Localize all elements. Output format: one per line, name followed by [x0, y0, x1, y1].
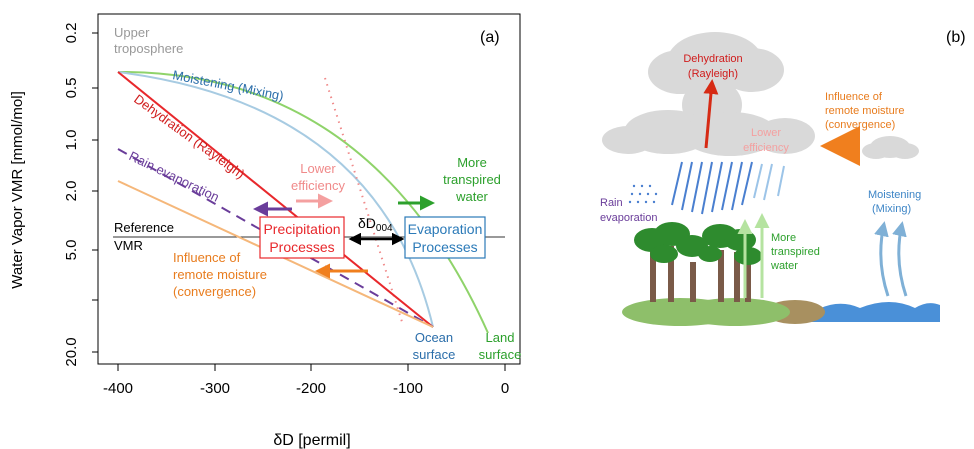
- reference-vmr-1: Reference: [114, 220, 174, 235]
- lower-efficiency-2: efficiency: [291, 178, 345, 193]
- x-axis-label: δD [permil]: [273, 432, 350, 449]
- reference-vmr-2: VMR: [114, 238, 143, 253]
- ground: [622, 298, 940, 326]
- remote-moisture-b-2: remote moisture: [825, 105, 904, 117]
- x-tick-label: -300: [200, 380, 230, 397]
- panel-a-label: (a): [480, 29, 500, 46]
- dehydration-arrow: [703, 79, 719, 149]
- remote-moisture-1: Influence of: [173, 250, 241, 265]
- y-tick-label: 0.2: [63, 23, 80, 44]
- delta-d004-label: δD004: [358, 215, 393, 234]
- y-tick-label: 2.0: [63, 181, 80, 202]
- upper-troposphere-1: Upper: [114, 25, 150, 40]
- x-tick-label: -400: [103, 380, 133, 397]
- series-moistening-curve: [117, 71, 434, 328]
- evaporation-label-2: Processes: [412, 239, 477, 255]
- panel-b-label: (b): [946, 29, 966, 46]
- x-axis: [117, 364, 506, 371]
- more-transpired-b-3: water: [770, 260, 798, 272]
- series-lower-efficiency: [324, 77, 404, 326]
- moistening-arrow-1: [874, 221, 890, 297]
- dehydration-b-2: (Rayleigh): [688, 68, 738, 80]
- dehydration-b-1: Dehydration: [683, 53, 742, 65]
- series-dehydration: [117, 71, 434, 328]
- x-tick-label: 0: [501, 380, 509, 397]
- ocean-surface-1: Ocean: [415, 330, 453, 345]
- rain-light: [753, 163, 785, 201]
- evaporation-box: [404, 216, 486, 259]
- panel-a: 0.2 0.5 1.0 2.0 5.0 20.0 -400 -300 -200 …: [9, 13, 522, 449]
- series-rain-evaporation: [117, 148, 434, 328]
- storm-cloud: [602, 32, 815, 156]
- rain-drops: [628, 184, 658, 204]
- moistening-arrow-2: [892, 221, 908, 297]
- moistening-b-1: Moistening: [868, 189, 921, 201]
- remote-moisture-2: remote moisture: [173, 267, 267, 282]
- more-transpired-1: More: [457, 155, 487, 170]
- y-axis: [92, 32, 98, 353]
- y-tick-label: 0.5: [63, 78, 80, 99]
- more-transpired-b-1: More: [771, 232, 796, 244]
- y-tick-label: 20.0: [63, 337, 80, 366]
- precipitation-label-1: Precipitation: [263, 221, 340, 237]
- land-surface-2: surface: [479, 347, 522, 362]
- y-axis-label: Water Vapor VMR [mmol/mol]: [9, 91, 26, 289]
- x-tick-label: -100: [393, 380, 423, 397]
- precipitation-label-2: Processes: [269, 239, 334, 255]
- rain-evap-b-1: Rain: [600, 197, 623, 209]
- lower-efficiency-b-2: efficiency: [743, 142, 789, 154]
- land-surface-1: Land: [486, 330, 515, 345]
- rain-evap-b-2: evaporation: [600, 212, 658, 224]
- moistening-b-2: (Mixing): [872, 203, 911, 215]
- precipitation-box: [259, 216, 345, 259]
- x-tick-label: -200: [296, 380, 326, 397]
- evaporation-label-1: Evaporation: [408, 221, 483, 237]
- forest: [634, 222, 762, 302]
- rain-dark: [671, 161, 753, 215]
- lower-efficiency-1: Lower: [300, 161, 336, 176]
- more-transpired-3: water: [455, 189, 488, 204]
- small-cloud: [862, 136, 919, 159]
- y-tick-label: 5.0: [63, 240, 80, 261]
- lower-efficiency-b-1: Lower: [751, 127, 781, 139]
- y-tick-label: 1.0: [63, 130, 80, 151]
- panel-b: (b) Dehydration (Rayleigh) Lower efficie…: [600, 29, 966, 326]
- remote-moisture-3: (convergence): [173, 284, 256, 299]
- remote-moisture-b-1: Influence of: [825, 91, 883, 103]
- series-land-curve: [117, 70, 489, 334]
- remote-moisture-b-3: (convergence): [825, 119, 895, 131]
- more-transpired-2: transpired: [443, 172, 501, 187]
- ocean-surface-2: surface: [413, 347, 456, 362]
- more-transpired-b-2: transpired: [771, 246, 820, 258]
- plot-frame: [97, 13, 521, 365]
- upper-troposphere-2: troposphere: [114, 41, 183, 56]
